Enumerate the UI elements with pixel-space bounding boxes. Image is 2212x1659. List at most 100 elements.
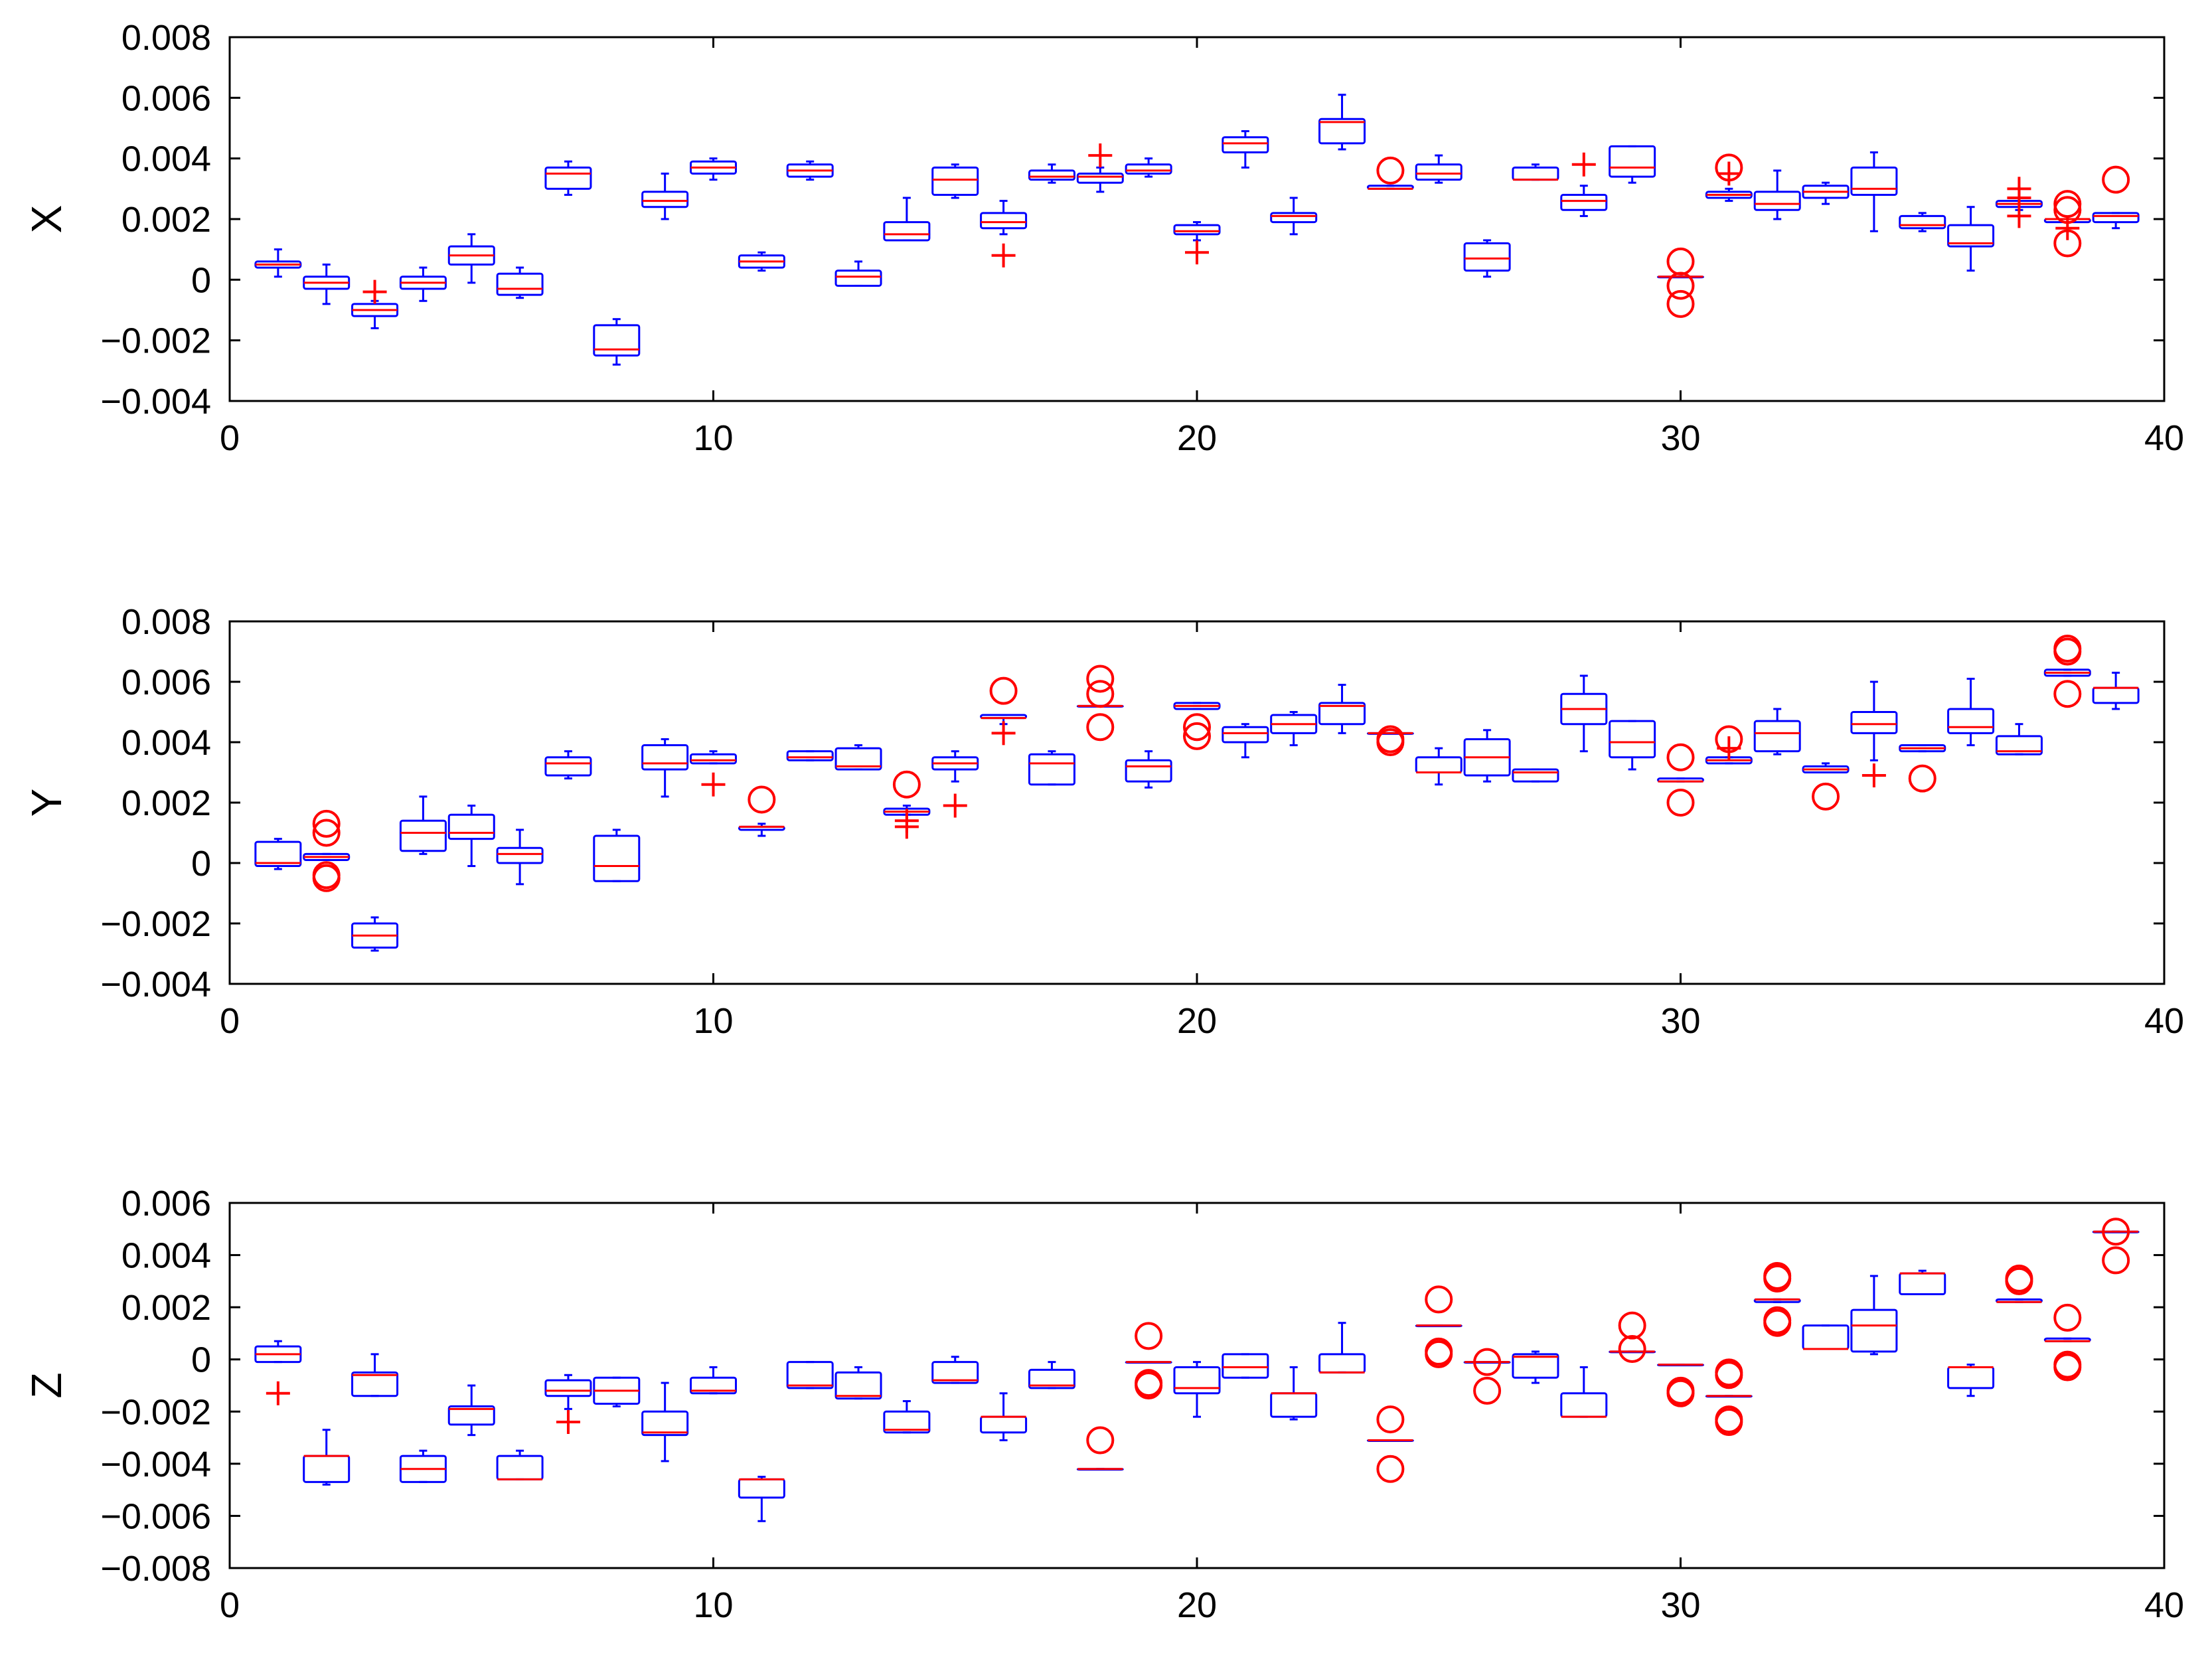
outlier-plus [2007,204,2031,228]
outlier-circle [1376,1455,1405,1483]
box-36 [1947,1364,1995,1397]
y-tick-label: 0.004 [121,723,211,763]
box-27 [1512,768,1559,783]
box-14 [883,1400,931,1434]
y-tick-label: 0.006 [121,1184,211,1224]
box-iqr [641,1410,689,1437]
box-16 [980,676,1028,746]
box-25 [1415,154,1462,184]
box-iqr [931,166,979,196]
y-tick-label: 0.008 [121,18,211,58]
box-iqr [883,221,931,242]
box-iqr [1028,753,1075,786]
box-39 [2092,1218,2140,1275]
box-iqr [1512,166,1559,181]
y-tick-label: 0.004 [121,1236,211,1276]
box-7 [544,1374,592,1434]
box-8 [593,318,641,366]
box-13 [834,1366,882,1400]
outlier-circle [1666,1379,1695,1407]
outlier-circle [1908,764,1936,793]
axes-frame [228,620,2166,985]
box-37 [1995,723,2043,755]
box-3 [351,916,399,952]
axes-frame [228,1202,2166,1569]
box-iqr [1125,759,1172,783]
box-iqr [931,1361,979,1384]
box-iqr [641,191,689,208]
outlier-circle [1666,247,1695,276]
y-tick-label: 0.008 [121,602,211,642]
box-31 [1705,153,1753,202]
box-iqr [1222,136,1269,154]
y-tick-label: −0.004 [100,1445,211,1484]
box-27 [1512,163,1559,181]
outlier-plus [991,243,1016,268]
box-33 [1802,762,1850,811]
y-tick-label: 0.006 [121,78,211,118]
box-26 [1463,729,1511,783]
box-17 [1028,1361,1075,1389]
box-iqr [1173,1366,1221,1395]
box-1 [254,1340,302,1405]
box-18 [1076,143,1124,193]
box-28 [1560,152,1608,217]
outlier-plus [1717,161,1741,186]
y-tick-label: −0.002 [100,321,211,361]
y-tick-label: −0.006 [100,1496,211,1536]
y-tick-label: 0 [191,1340,211,1380]
box-23 [1318,1322,1366,1374]
box-iqr [1850,711,1898,734]
box-27 [1512,1350,1559,1384]
x-tick-label: 40 [2144,1001,2184,1041]
x-tick-label: 20 [1177,418,1217,458]
box-17 [1028,750,1075,786]
box-31 [1705,725,1753,765]
box-iqr [1318,1353,1366,1374]
box-12 [786,1361,834,1389]
box-iqr [593,324,641,357]
box-19 [1125,750,1172,789]
box-30 [1657,1364,1704,1407]
box-iqr [1318,702,1366,726]
outlier-circle [1618,1335,1646,1363]
y-tick-label: −0.002 [100,1392,211,1432]
box-22 [1270,1366,1318,1421]
outlier-circle [1425,1285,1453,1314]
box-5 [447,805,495,868]
outlier-circle [1763,1308,1792,1337]
box-25 [1415,1285,1462,1368]
box-iqr [738,1478,785,1499]
box-iqr [1609,720,1656,759]
outlier-circle [1086,1426,1115,1455]
outlier-circle [989,676,1018,705]
box-22 [1270,197,1318,236]
outlier-circle [1715,1408,1743,1436]
outlier-circle [1376,156,1405,185]
outlier-circle [1666,743,1695,771]
x-tick-label: 20 [1177,1585,1217,1625]
box-iqr [1560,193,1608,211]
box-9 [641,1382,689,1462]
y-tick-label: −0.002 [100,904,211,944]
box-iqr [641,744,689,771]
box-iqr [786,1361,834,1389]
outlier-plus [991,721,1016,746]
box-8 [593,829,641,882]
box-3 [351,1353,399,1397]
box-5 [447,1384,495,1437]
x-tick-label: 10 [693,1001,733,1041]
box-iqr [834,1371,882,1400]
box-6 [496,829,544,886]
box-14 [883,197,931,242]
outlier-circle [1425,1340,1453,1368]
outlier-plus [943,793,967,818]
box-19 [1125,157,1172,178]
box-iqr [980,212,1028,230]
outlier-plus [1861,763,1886,788]
box-39 [2092,671,2140,710]
outlier-circle [1086,680,1115,708]
outlier-circle [2102,165,2130,194]
box-iqr [1463,242,1511,272]
